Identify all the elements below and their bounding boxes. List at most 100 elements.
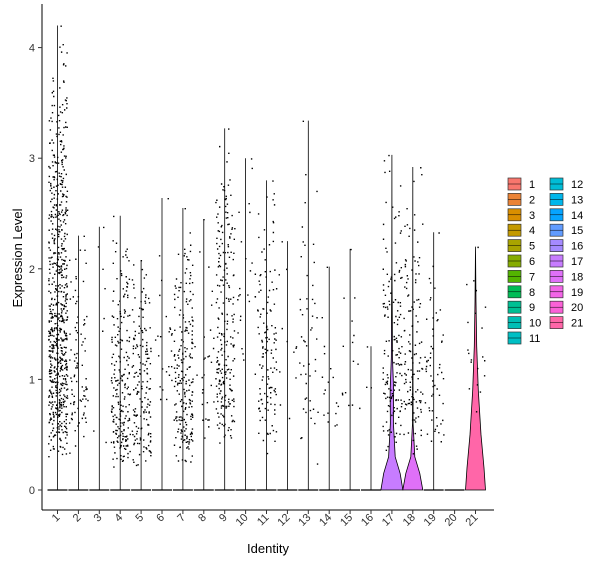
legend-item-1: 1 [507, 177, 535, 191]
violin-4 [110, 215, 131, 491]
legend-label-17: 17 [571, 256, 583, 268]
legend-item-3: 3 [507, 208, 535, 222]
violin-18 [402, 167, 424, 491]
x-tick-label-13: 13 [296, 512, 313, 529]
x-tick-label-3: 3 [92, 512, 105, 525]
legend-item-14: 14 [549, 208, 583, 222]
legend-label-2: 2 [529, 194, 535, 206]
points-12 [278, 241, 298, 420]
violin-15 [340, 248, 361, 491]
points-2 [68, 235, 89, 454]
legend-label-14: 14 [571, 210, 583, 222]
legend-label-12: 12 [571, 179, 583, 191]
points-1 [48, 25, 69, 458]
points-4 [110, 215, 132, 468]
legend-item-15: 15 [549, 223, 583, 237]
legend-label-11: 11 [529, 333, 540, 345]
legend-label-4: 4 [529, 225, 535, 237]
points-10 [237, 158, 257, 375]
violin-16 [361, 346, 381, 491]
violin-1 [47, 25, 68, 491]
legend-item-5: 5 [507, 239, 535, 253]
x-tick-label-2: 2 [71, 512, 84, 525]
x-tick-label-1: 1 [50, 512, 63, 525]
x-axis-title: Identity [247, 541, 289, 556]
violin-19 [423, 232, 444, 491]
legend-item-6: 6 [507, 254, 535, 268]
x-tick-label-7: 7 [175, 512, 188, 525]
legend-label-3: 3 [529, 210, 535, 222]
legend-item-2: 2 [507, 193, 535, 206]
y-tick-label-3: 3 [29, 153, 35, 165]
legend-item-10: 10 [507, 316, 541, 330]
x-tick-label-20: 20 [443, 512, 460, 529]
y-tick-label-2: 2 [29, 264, 35, 276]
x-tick-label-11: 11 [255, 512, 272, 529]
y-axis-title: Expression Level [10, 208, 25, 307]
legend-label-8: 8 [529, 287, 535, 299]
x-tick-label-17: 17 [380, 512, 397, 529]
violin-14 [319, 266, 340, 491]
violin-5 [131, 259, 152, 491]
points-9 [215, 128, 236, 444]
legend-item-4: 4 [507, 223, 535, 237]
y-tick-label-4: 4 [29, 43, 35, 55]
legend-label-16: 16 [571, 241, 583, 253]
points-5 [131, 259, 152, 467]
legend-item-21: 21 [549, 316, 583, 330]
points-6 [154, 198, 173, 401]
points-15 [341, 248, 361, 410]
points-13 [299, 120, 319, 465]
x-tick-label-8: 8 [196, 512, 209, 525]
x-tick-label-10: 10 [234, 512, 251, 529]
violin-9 [214, 128, 235, 491]
points-8 [194, 219, 215, 439]
y-tick-label-1: 1 [29, 374, 35, 386]
violins-layer [47, 25, 486, 491]
legend-item-20: 20 [549, 300, 583, 314]
violin-17 [380, 154, 404, 491]
points-14 [321, 266, 340, 427]
violin-13 [298, 120, 319, 491]
legend-label-13: 13 [571, 194, 583, 206]
x-tick-label-4: 4 [113, 512, 126, 525]
legend-label-21: 21 [571, 318, 583, 330]
legend-label-15: 15 [571, 225, 583, 237]
legend-label-9: 9 [529, 302, 535, 314]
violin-12 [277, 241, 298, 491]
legend-item-9: 9 [507, 300, 535, 314]
violin-6 [152, 198, 172, 491]
violin-8 [193, 219, 214, 491]
legend-label-20: 20 [571, 302, 583, 314]
legend-label-10: 10 [529, 318, 541, 330]
legend-item-16: 16 [549, 239, 583, 253]
violin-3 [89, 226, 110, 491]
x-tick-label-16: 16 [359, 512, 376, 529]
legend-label-5: 5 [529, 241, 535, 253]
x-tick-label-12: 12 [275, 512, 292, 529]
legend-item-7: 7 [507, 270, 535, 283]
points-11 [257, 180, 278, 455]
points-18 [403, 167, 424, 455]
y-tick-label-0: 0 [29, 485, 35, 497]
points-19 [424, 232, 445, 443]
x-tick-label-19: 19 [422, 512, 439, 529]
legend-item-18: 18 [549, 270, 583, 283]
legend-item-8: 8 [507, 285, 535, 299]
legend-item-19: 19 [549, 285, 583, 299]
x-tick-label-9: 9 [217, 512, 230, 525]
points-layer [48, 25, 487, 468]
x-tick-label-18: 18 [401, 512, 418, 529]
violin-10 [235, 158, 256, 491]
x-tick-label-21: 21 [463, 512, 480, 529]
legend-item-12: 12 [549, 177, 583, 191]
legend-label-7: 7 [529, 271, 535, 283]
legend-label-18: 18 [571, 271, 583, 283]
violin-21 [465, 246, 486, 491]
x-tick-label-5: 5 [133, 512, 146, 525]
x-tick-label-15: 15 [338, 512, 355, 529]
points-7 [173, 207, 194, 463]
legend-item-17: 17 [549, 254, 583, 268]
